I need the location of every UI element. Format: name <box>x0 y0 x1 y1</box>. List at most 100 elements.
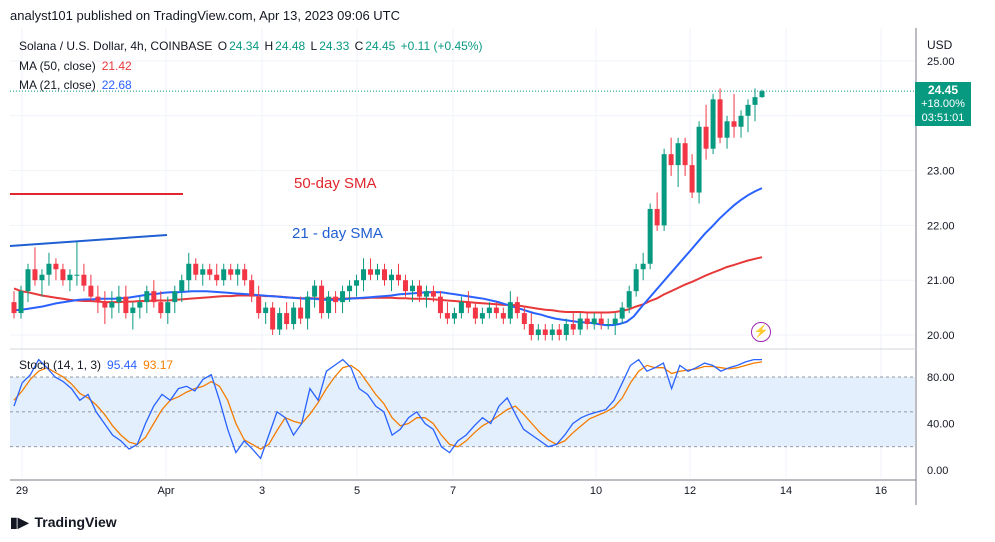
candle-body <box>298 307 304 319</box>
candle-body <box>549 329 555 335</box>
candle-body <box>151 291 157 303</box>
ma-layer <box>9 90 915 327</box>
lightning-icon[interactable]: ⚡ <box>751 322 771 342</box>
candle-body <box>738 115 744 127</box>
time-tick-label: Apr <box>157 485 174 497</box>
candle-body <box>179 280 185 292</box>
low-label: L <box>310 39 318 53</box>
candle-body <box>305 296 311 319</box>
candle-body <box>193 263 199 275</box>
ma50-label: MA (50, close) <box>19 59 96 73</box>
ma50-value: 21.42 <box>101 59 132 73</box>
badge-price: 24.45 <box>927 83 959 97</box>
stoch-legend: Stoch (14, 1, 3) 95.44 93.17 <box>19 358 173 372</box>
candle-body <box>745 104 751 116</box>
axis-layer: 25.00 23.00 22.00 21.00 20.00 29 Apr 3 5 7 10 12 14 1… <box>10 28 955 505</box>
candle-body <box>102 302 108 308</box>
candle-body <box>493 307 499 314</box>
candle-body <box>368 269 374 275</box>
candle-body <box>395 274 401 281</box>
candle-body <box>249 280 255 297</box>
candle-body <box>584 318 590 325</box>
candle-body <box>577 318 583 330</box>
high-label: H <box>264 39 274 53</box>
candle-body <box>451 313 457 319</box>
badge-countdown: 03:51:01 <box>921 112 965 124</box>
candle-body <box>535 329 541 335</box>
stoch-d-value: 93.17 <box>143 358 174 372</box>
high-value: 24.48 <box>275 39 306 53</box>
badge-change: +18.00% <box>921 98 965 110</box>
candle-body <box>514 302 520 314</box>
candle-body <box>214 274 220 281</box>
candle-body <box>221 269 227 281</box>
time-tick-label: 10 <box>590 485 602 497</box>
candle-body <box>703 126 709 149</box>
candle-body <box>696 126 702 193</box>
candle-body <box>81 274 87 286</box>
candle-body <box>67 274 73 281</box>
candle-body <box>724 121 730 138</box>
candle-body <box>612 318 618 325</box>
candle-body <box>200 269 206 275</box>
candle-body <box>228 269 234 275</box>
candle-body <box>500 313 506 319</box>
candle-body <box>528 324 534 335</box>
symbol-title: Solana / U.S. Dollar, 4h, COINBASE <box>19 39 213 53</box>
candle-body <box>53 263 59 270</box>
sma21-annotation: 21 - day SMA <box>292 225 383 242</box>
tradingview-logo-icon: ▮▶ <box>10 514 29 530</box>
candle-body <box>591 318 597 325</box>
price-tick-label: 23.00 <box>927 166 955 178</box>
time-tick-label: 14 <box>780 485 792 497</box>
candle-body <box>423 291 429 297</box>
candle-body <box>284 313 290 325</box>
candle-body <box>437 296 443 314</box>
tradingview-footer[interactable]: ▮▶ TradingView <box>10 514 117 531</box>
candle-body <box>605 324 611 326</box>
candle-body <box>123 296 129 314</box>
change-value: +0.11 (+0.45%) <box>400 39 483 53</box>
candle-body <box>731 121 737 127</box>
candle-body <box>570 324 576 330</box>
candle-body <box>60 269 66 281</box>
close-label: C <box>354 39 364 53</box>
candle-body <box>388 274 394 281</box>
stoch-tick-label: 80.00 <box>927 372 955 384</box>
candle-body <box>563 324 569 335</box>
ma21-value: 22.68 <box>101 78 132 92</box>
low-value: 24.33 <box>319 39 350 53</box>
candle-body <box>409 285 415 292</box>
candle-body <box>326 296 332 314</box>
time-tick-label: 16 <box>875 485 887 497</box>
sma50-annotation: 50-day SMA <box>294 175 377 192</box>
candle-body <box>479 313 485 319</box>
candle-body <box>165 302 171 314</box>
time-tick-label: 5 <box>354 485 360 497</box>
candle-body <box>542 329 548 335</box>
price-tick-label: 25.00 <box>927 56 955 68</box>
ma21-line <box>13 187 763 327</box>
candle-body <box>137 302 143 308</box>
candle-body <box>556 329 562 335</box>
candle-body <box>382 269 388 281</box>
candle-body <box>277 313 283 330</box>
candle-body <box>291 307 297 325</box>
tradingview-brand: TradingView <box>34 514 117 530</box>
candle-body <box>39 274 45 281</box>
candle-body <box>207 269 213 275</box>
candle-body <box>619 307 625 319</box>
candle-body <box>416 285 422 297</box>
ma21-label: MA (21, close) <box>19 78 96 92</box>
candle-body <box>95 296 101 303</box>
time-tick-label: 3 <box>259 485 265 497</box>
candle-body <box>319 285 325 314</box>
currency-label: USD <box>927 38 953 52</box>
sma21-annotation-line <box>9 234 168 247</box>
candle-layer <box>11 88 765 341</box>
ma21-legend: MA (21, close) 22.68 <box>19 78 132 92</box>
candle-body <box>25 269 31 292</box>
time-tick-label: 7 <box>450 485 456 497</box>
candle-body <box>675 143 681 166</box>
candle-body <box>752 97 758 105</box>
